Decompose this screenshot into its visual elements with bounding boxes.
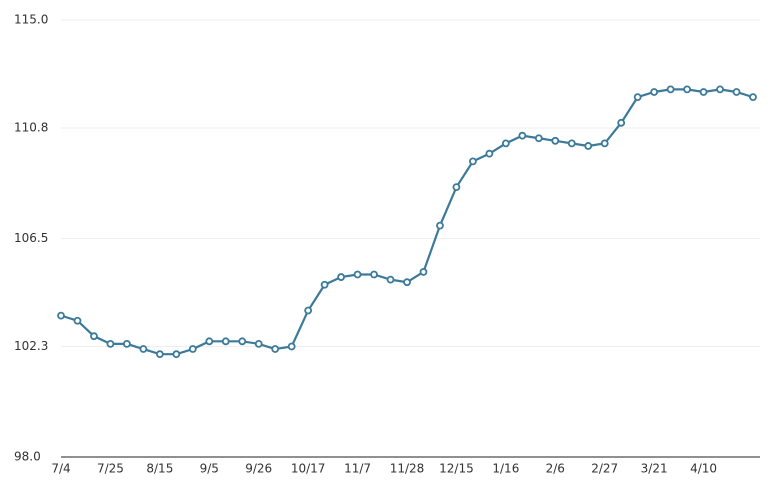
point bbox=[370, 270, 378, 279]
point bbox=[551, 136, 560, 145]
point bbox=[353, 270, 362, 279]
point bbox=[518, 131, 527, 140]
point bbox=[732, 88, 741, 96]
point bbox=[205, 337, 214, 346]
point bbox=[567, 139, 576, 148]
point bbox=[221, 337, 230, 346]
y-tick-label: 110.8 bbox=[14, 120, 48, 134]
point bbox=[271, 345, 280, 353]
x-tick-label: 3/21 bbox=[641, 462, 668, 476]
point bbox=[90, 332, 98, 341]
point bbox=[254, 339, 263, 348]
point bbox=[139, 345, 148, 353]
y-tick-label: 106.5 bbox=[14, 231, 48, 245]
point bbox=[469, 157, 477, 166]
point bbox=[304, 306, 313, 315]
x-tick-label: 1/16 bbox=[492, 462, 519, 476]
x-tick-label: 9/5 bbox=[200, 462, 219, 476]
point bbox=[320, 280, 329, 289]
point bbox=[73, 316, 82, 325]
point bbox=[716, 85, 724, 94]
y-tick-label: 102.3 bbox=[14, 339, 48, 353]
point bbox=[386, 275, 395, 284]
point bbox=[188, 345, 197, 353]
x-tick-label: 8/15 bbox=[146, 462, 173, 476]
point bbox=[485, 149, 494, 158]
x-tick-label: 4/10 bbox=[690, 462, 717, 476]
point bbox=[501, 139, 510, 148]
point bbox=[337, 273, 345, 281]
point bbox=[452, 183, 461, 191]
x-tick-label: 2/27 bbox=[591, 462, 618, 476]
x-tick-label: 10/17 bbox=[291, 462, 326, 476]
point bbox=[683, 85, 691, 94]
x-tick-label: 2/6 bbox=[546, 462, 565, 476]
point bbox=[287, 342, 296, 351]
point bbox=[155, 350, 164, 359]
y-tick-label: 98.0 bbox=[14, 450, 41, 464]
point bbox=[617, 118, 626, 127]
point bbox=[749, 93, 757, 102]
x-tick-label: 7/4 bbox=[51, 462, 70, 476]
y-tick-label: 115.0 bbox=[14, 13, 48, 27]
point bbox=[403, 278, 411, 287]
point bbox=[633, 93, 642, 102]
point bbox=[57, 311, 65, 320]
point bbox=[238, 337, 247, 346]
point bbox=[666, 85, 675, 94]
point bbox=[436, 221, 444, 230]
point bbox=[650, 88, 659, 96]
point bbox=[584, 142, 593, 150]
point bbox=[123, 339, 131, 348]
point bbox=[419, 268, 428, 276]
point bbox=[699, 88, 708, 96]
point bbox=[534, 134, 543, 143]
line bbox=[60, 88, 754, 356]
x-tick-label: 9/26 bbox=[245, 462, 272, 476]
x-tick-label: 11/28 bbox=[390, 462, 425, 476]
point bbox=[106, 339, 115, 348]
x-tick-label: 12/15 bbox=[439, 462, 474, 476]
point bbox=[600, 139, 609, 148]
point bbox=[172, 350, 181, 359]
x-tick-label: 11/7 bbox=[344, 462, 371, 476]
x-tick-label: 7/25 bbox=[97, 462, 124, 476]
